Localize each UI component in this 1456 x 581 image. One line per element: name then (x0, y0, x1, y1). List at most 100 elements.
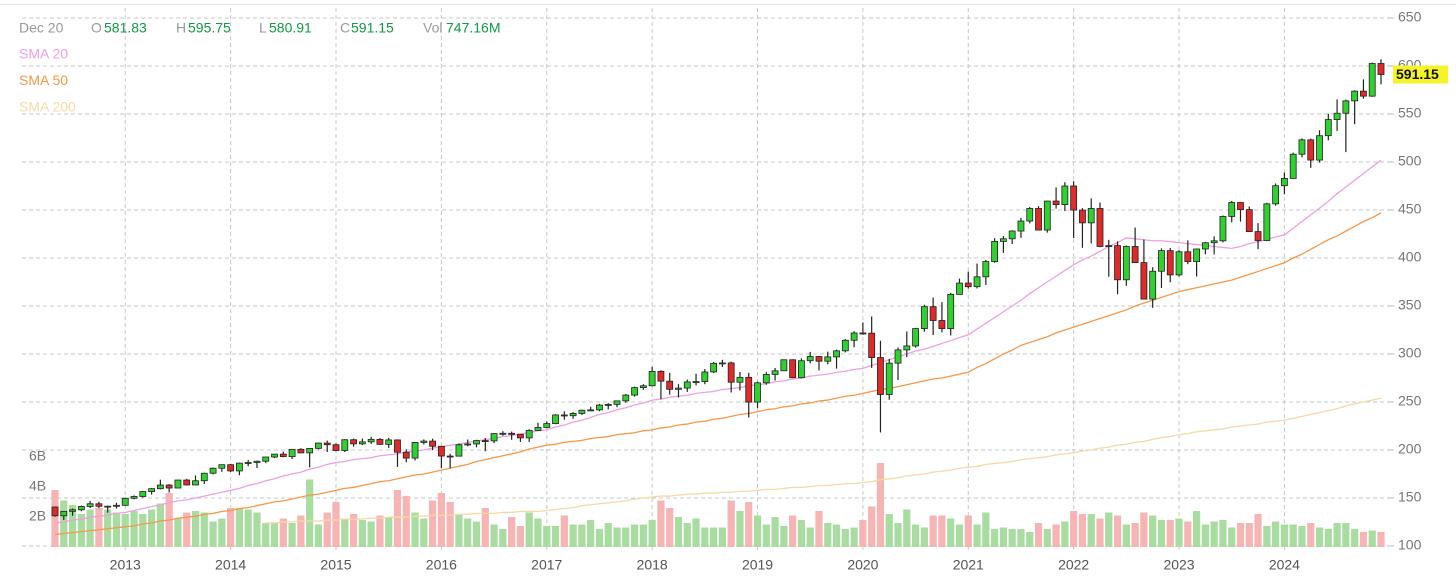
volume-bar (692, 518, 700, 547)
candle-body (113, 504, 120, 507)
candle-body (833, 350, 840, 358)
volume-bar (1324, 529, 1332, 547)
volume-bar (191, 511, 200, 547)
candle-body (587, 409, 595, 412)
volume-bar (955, 524, 964, 547)
volume-bar (868, 506, 876, 547)
candle-body (631, 387, 638, 396)
volume-bar (1351, 529, 1359, 547)
candle-body (227, 464, 235, 472)
candle-body (1017, 220, 1025, 232)
volume-bar (1105, 512, 1113, 547)
volume-bar (262, 523, 270, 547)
volume-bar (1140, 512, 1148, 547)
x-tick-label: 2013 (110, 557, 141, 573)
volume-bar (710, 527, 718, 547)
header-field-value: 747.16M (446, 20, 500, 36)
candle-body (1289, 153, 1297, 179)
volume-bar (595, 529, 604, 547)
volume-bar (1289, 524, 1297, 547)
volume-bar (411, 512, 419, 547)
candle-body (402, 451, 410, 459)
volume-bar (244, 509, 252, 547)
candle-body (859, 332, 867, 335)
volume-bar (1184, 521, 1192, 547)
volume-bar (77, 514, 85, 547)
candle-body (350, 439, 357, 445)
candle-body (701, 371, 709, 382)
candle-body (315, 442, 322, 449)
candle-body (1052, 200, 1060, 206)
volume-bar (306, 479, 314, 547)
volume-bar (1272, 521, 1280, 547)
volume-bar (508, 517, 516, 547)
candle-body (938, 320, 946, 329)
candle-body (420, 440, 428, 443)
y-tick-label: 200 (1398, 441, 1422, 457)
y-tick-label: 350 (1398, 297, 1422, 313)
volume-bar (253, 512, 261, 547)
volume-bar (1307, 523, 1315, 547)
volume-bar (314, 524, 323, 547)
volume-bar (1280, 524, 1289, 547)
candle-body (754, 382, 761, 403)
candle-body (780, 359, 788, 372)
volume-bar (543, 526, 551, 547)
candle-body (200, 472, 208, 482)
header-field-value: 581.83 (104, 20, 147, 36)
volume-bar (1192, 511, 1201, 547)
volume-bar (666, 508, 674, 547)
candle-body (1184, 251, 1192, 262)
volume-bar (903, 509, 911, 547)
grid-layer (22, 8, 1394, 550)
candle-body (121, 497, 129, 506)
volume-bar (674, 517, 683, 547)
candle-body (956, 282, 963, 295)
candle-body (999, 238, 1007, 242)
volume-layer (51, 463, 1385, 547)
candle-body (1298, 139, 1306, 155)
candle-body (543, 423, 551, 428)
volume-bar (481, 508, 489, 547)
candle-body (1158, 250, 1165, 272)
candle-body (762, 374, 770, 384)
volume-bar (560, 515, 568, 547)
volume-bar (51, 490, 59, 547)
sma-layer (54, 159, 1382, 536)
candle-body (385, 439, 393, 445)
candle-body (77, 506, 85, 511)
volume-bar (1333, 523, 1341, 547)
candle-body (253, 460, 261, 463)
candle-body (736, 376, 744, 383)
volume-bar (1166, 520, 1174, 547)
legend-entry: SMA 20 (19, 46, 68, 62)
header-field-value: 595.75 (188, 20, 231, 36)
candle-body (1351, 90, 1359, 102)
volume-bar (490, 524, 498, 547)
volume-bar (139, 514, 147, 547)
volume-bar (1149, 515, 1157, 547)
candle-body (1026, 208, 1034, 222)
volume-bar (727, 500, 735, 547)
x-tick-label: 2015 (320, 557, 351, 573)
volume-bar (938, 515, 946, 547)
volume-bar (885, 514, 893, 547)
volume-bar (112, 512, 121, 547)
candle-body (877, 357, 884, 395)
volume-bar (824, 523, 832, 547)
volume-bar (999, 527, 1007, 547)
candle-body (1122, 246, 1130, 281)
volume-bar (841, 529, 849, 547)
volume-bar (288, 523, 296, 547)
candle-body (341, 439, 349, 451)
volume-bar (701, 527, 709, 547)
volume-bar (1078, 514, 1087, 547)
volume-bar (279, 518, 287, 547)
candle-body (1210, 240, 1218, 244)
y-tick-label: 550 (1398, 105, 1422, 121)
candle-body (525, 430, 533, 439)
y-tick-label: 400 (1398, 249, 1422, 265)
candle-body (464, 443, 472, 446)
candle-body (1070, 185, 1078, 211)
